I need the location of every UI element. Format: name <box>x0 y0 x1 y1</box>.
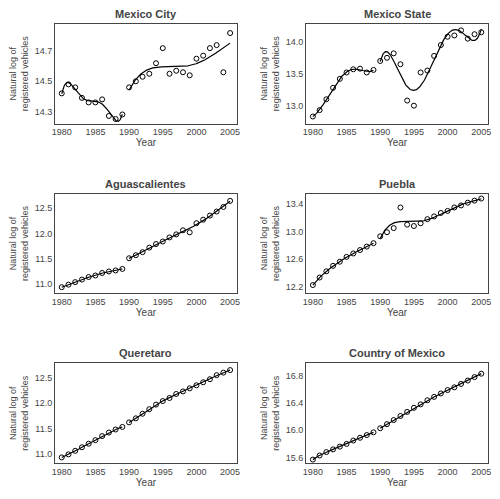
svg-text:16.0: 16.0 <box>286 425 304 435</box>
svg-text:1990: 1990 <box>119 467 139 477</box>
svg-text:Puebla: Puebla <box>379 178 416 190</box>
svg-text:2000: 2000 <box>438 297 458 307</box>
svg-text:11.5: 11.5 <box>35 254 52 264</box>
svg-text:1990: 1990 <box>370 297 390 307</box>
svg-text:2005: 2005 <box>220 127 240 137</box>
svg-text:12.6: 12.6 <box>286 254 304 264</box>
svg-text:13.0: 13.0 <box>286 227 304 237</box>
svg-text:Year: Year <box>136 137 157 148</box>
svg-text:Country of Mexico: Country of Mexico <box>349 347 445 359</box>
svg-text:14.7: 14.7 <box>35 46 53 56</box>
svg-text:1990: 1990 <box>370 467 390 477</box>
svg-text:12.5: 12.5 <box>35 203 53 213</box>
svg-text:1995: 1995 <box>404 127 424 137</box>
svg-text:1985: 1985 <box>337 467 357 477</box>
svg-text:13.0: 13.0 <box>286 101 304 111</box>
svg-text:1995: 1995 <box>153 127 173 137</box>
svg-text:Natural log ofregistered vehic: Natural log ofregistered vehicles <box>259 36 281 112</box>
svg-text:Year: Year <box>387 137 408 148</box>
svg-text:1980: 1980 <box>303 127 323 137</box>
svg-text:2005: 2005 <box>471 127 491 137</box>
svg-text:Year: Year <box>136 477 157 488</box>
svg-text:14.0: 14.0 <box>286 37 304 47</box>
svg-text:Natural log ofregistered vehic: Natural log ofregistered vehicles <box>259 375 281 451</box>
svg-text:2000: 2000 <box>186 467 206 477</box>
svg-text:16.8: 16.8 <box>286 371 304 381</box>
svg-text:14.3: 14.3 <box>35 107 53 117</box>
svg-text:1980: 1980 <box>303 297 323 307</box>
svg-text:2005: 2005 <box>220 297 240 307</box>
svg-text:Natural log ofregistered vehic: Natural log ofregistered vehicles <box>8 375 30 451</box>
svg-text:1980: 1980 <box>52 467 72 477</box>
svg-text:13.5: 13.5 <box>286 69 304 79</box>
svg-text:1980: 1980 <box>303 467 323 477</box>
svg-text:1995: 1995 <box>404 297 424 307</box>
svg-text:13.4: 13.4 <box>286 199 304 209</box>
svg-text:1985: 1985 <box>337 297 357 307</box>
svg-text:12.0: 12.0 <box>35 398 53 408</box>
svg-text:1980: 1980 <box>52 297 72 307</box>
svg-text:2000: 2000 <box>438 467 458 477</box>
svg-text:1995: 1995 <box>404 467 424 477</box>
svg-text:1990: 1990 <box>119 297 139 307</box>
svg-text:Mexico State: Mexico State <box>364 8 431 20</box>
svg-text:1980: 1980 <box>52 127 72 137</box>
svg-text:12.0: 12.0 <box>35 229 53 239</box>
svg-text:2000: 2000 <box>438 127 458 137</box>
svg-text:Queretaro: Queretaro <box>119 347 172 359</box>
svg-text:Mexico City: Mexico City <box>115 8 177 20</box>
svg-text:15.6: 15.6 <box>286 453 304 463</box>
svg-text:11.0: 11.0 <box>35 279 52 289</box>
svg-text:2000: 2000 <box>186 297 206 307</box>
svg-text:Natural log ofregistered vehic: Natural log ofregistered vehicles <box>259 206 281 282</box>
svg-text:1985: 1985 <box>337 127 357 137</box>
svg-text:11.5: 11.5 <box>35 424 52 434</box>
svg-text:2005: 2005 <box>471 467 491 477</box>
svg-text:2005: 2005 <box>471 297 491 307</box>
svg-text:Year: Year <box>387 477 408 488</box>
svg-text:1995: 1995 <box>153 297 173 307</box>
svg-text:1990: 1990 <box>370 127 390 137</box>
svg-text:12.2: 12.2 <box>286 282 304 292</box>
svg-text:1995: 1995 <box>153 467 173 477</box>
svg-text:1985: 1985 <box>85 467 105 477</box>
svg-text:1985: 1985 <box>85 127 105 137</box>
svg-text:Natural log ofregistered vehic: Natural log ofregistered vehicles <box>8 36 30 112</box>
svg-text:2005: 2005 <box>220 467 240 477</box>
svg-text:16.4: 16.4 <box>286 398 304 408</box>
svg-text:Natural log ofregistered vehic: Natural log ofregistered vehicles <box>8 206 30 282</box>
svg-text:1990: 1990 <box>119 127 139 137</box>
svg-text:12.5: 12.5 <box>35 373 53 383</box>
svg-text:1985: 1985 <box>85 297 105 307</box>
svg-text:14.5: 14.5 <box>35 76 53 86</box>
svg-text:Year: Year <box>387 307 408 318</box>
svg-text:Year: Year <box>136 307 157 318</box>
svg-text:2000: 2000 <box>186 127 206 137</box>
svg-text:11.0: 11.0 <box>35 449 52 459</box>
svg-text:Aguascalientes: Aguascalientes <box>105 178 186 190</box>
